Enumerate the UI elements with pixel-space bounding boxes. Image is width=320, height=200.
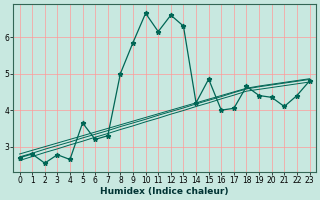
- X-axis label: Humidex (Indice chaleur): Humidex (Indice chaleur): [100, 187, 229, 196]
